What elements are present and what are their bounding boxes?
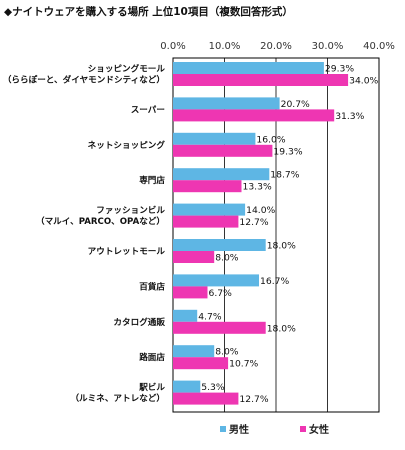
chart-title: ◆ナイトウェアを購入する場所 上位10項目（複数回答形式） bbox=[4, 5, 293, 18]
legend-label: 男性 bbox=[229, 423, 249, 436]
data-label: 12.7% bbox=[239, 217, 268, 228]
category-label: 百貨店 bbox=[139, 280, 165, 292]
bar-female bbox=[173, 251, 215, 263]
tick-layer: 0.0% 10.0% 20.0% 30.0% 40.0% bbox=[160, 41, 395, 52]
bars bbox=[173, 62, 349, 405]
bar-female bbox=[173, 286, 208, 299]
bar-male bbox=[173, 132, 256, 145]
category-label: スーパー bbox=[131, 103, 165, 115]
data-label: 4.7% bbox=[198, 311, 222, 322]
category-label: ファッションビル bbox=[96, 204, 165, 216]
category-label: （ららぽーと、ダイヤモンドシティなど） bbox=[3, 74, 165, 86]
bar-female bbox=[173, 74, 349, 86]
legend-label: 女性 bbox=[309, 423, 329, 436]
category-label: ネットショッピング bbox=[88, 139, 166, 151]
data-label: 19.3% bbox=[273, 146, 302, 157]
bar-male bbox=[173, 309, 198, 322]
bar-male bbox=[173, 203, 246, 216]
x-tick-label: 20.0% bbox=[260, 41, 292, 52]
data-label: 8.0% bbox=[215, 347, 239, 358]
bar-female bbox=[173, 321, 266, 334]
bar-female bbox=[173, 215, 239, 228]
category-labels: ショッピングモール（ららぽーと、ダイヤモンドシティなど） スーパーネットショッピン… bbox=[3, 63, 166, 405]
data-label: 8.0% bbox=[215, 253, 239, 264]
bar-female bbox=[173, 357, 229, 370]
data-label: 14.0% bbox=[246, 205, 275, 216]
legend-swatch bbox=[300, 426, 306, 432]
bar-female bbox=[173, 392, 239, 405]
data-label: 13.3% bbox=[242, 182, 271, 193]
category-label: （ルミネ、アトレなど） bbox=[70, 392, 165, 404]
category-label: カタログ通販 bbox=[113, 316, 165, 328]
data-label: 10.7% bbox=[229, 359, 258, 370]
data-label: 12.7% bbox=[239, 394, 268, 405]
category-label: 路面店 bbox=[139, 351, 165, 363]
legend: 男性 女性 bbox=[220, 423, 329, 436]
x-tick-label: 30.0% bbox=[312, 41, 344, 52]
data-label: 18.0% bbox=[267, 241, 296, 252]
x-tick-label: 0.0% bbox=[160, 41, 185, 52]
category-label: 専門店 bbox=[139, 174, 165, 186]
data-label: 20.7% bbox=[281, 99, 310, 110]
data-label: 31.3% bbox=[335, 111, 364, 122]
legend-swatch bbox=[220, 426, 226, 432]
bar-male bbox=[173, 168, 270, 181]
bar-male bbox=[173, 239, 266, 251]
category-label: ショッピングモール bbox=[88, 63, 166, 75]
category-label: （マルイ、PARCO、OPAなど） bbox=[36, 215, 165, 227]
bar-female bbox=[173, 144, 273, 157]
data-label: 34.0% bbox=[349, 76, 378, 87]
data-label: 5.3% bbox=[201, 382, 225, 393]
category-label: アウトレットモール bbox=[88, 246, 166, 257]
bar-male bbox=[173, 345, 215, 358]
data-label: 6.7% bbox=[209, 288, 233, 299]
data-label: 16.0% bbox=[256, 134, 285, 145]
data-label: 18.0% bbox=[267, 323, 296, 334]
bar-female bbox=[173, 109, 335, 122]
bar-male bbox=[173, 97, 280, 110]
data-labels: 29.3%34.0% 20.7% 31.3% 16.0%19.3% 18.7%13.3%… bbox=[198, 64, 378, 406]
category-label: 駅ビル bbox=[138, 381, 165, 393]
data-label: 29.3% bbox=[325, 64, 354, 75]
x-tick-label: 40.0% bbox=[363, 41, 395, 52]
x-tick-label: 10.0% bbox=[209, 41, 241, 52]
data-label: 18.7% bbox=[270, 170, 299, 181]
bar-male bbox=[173, 274, 260, 287]
bar-male bbox=[173, 62, 324, 74]
bar-male bbox=[173, 380, 201, 393]
bar-female bbox=[173, 180, 242, 193]
data-label: 16.7% bbox=[260, 276, 289, 287]
